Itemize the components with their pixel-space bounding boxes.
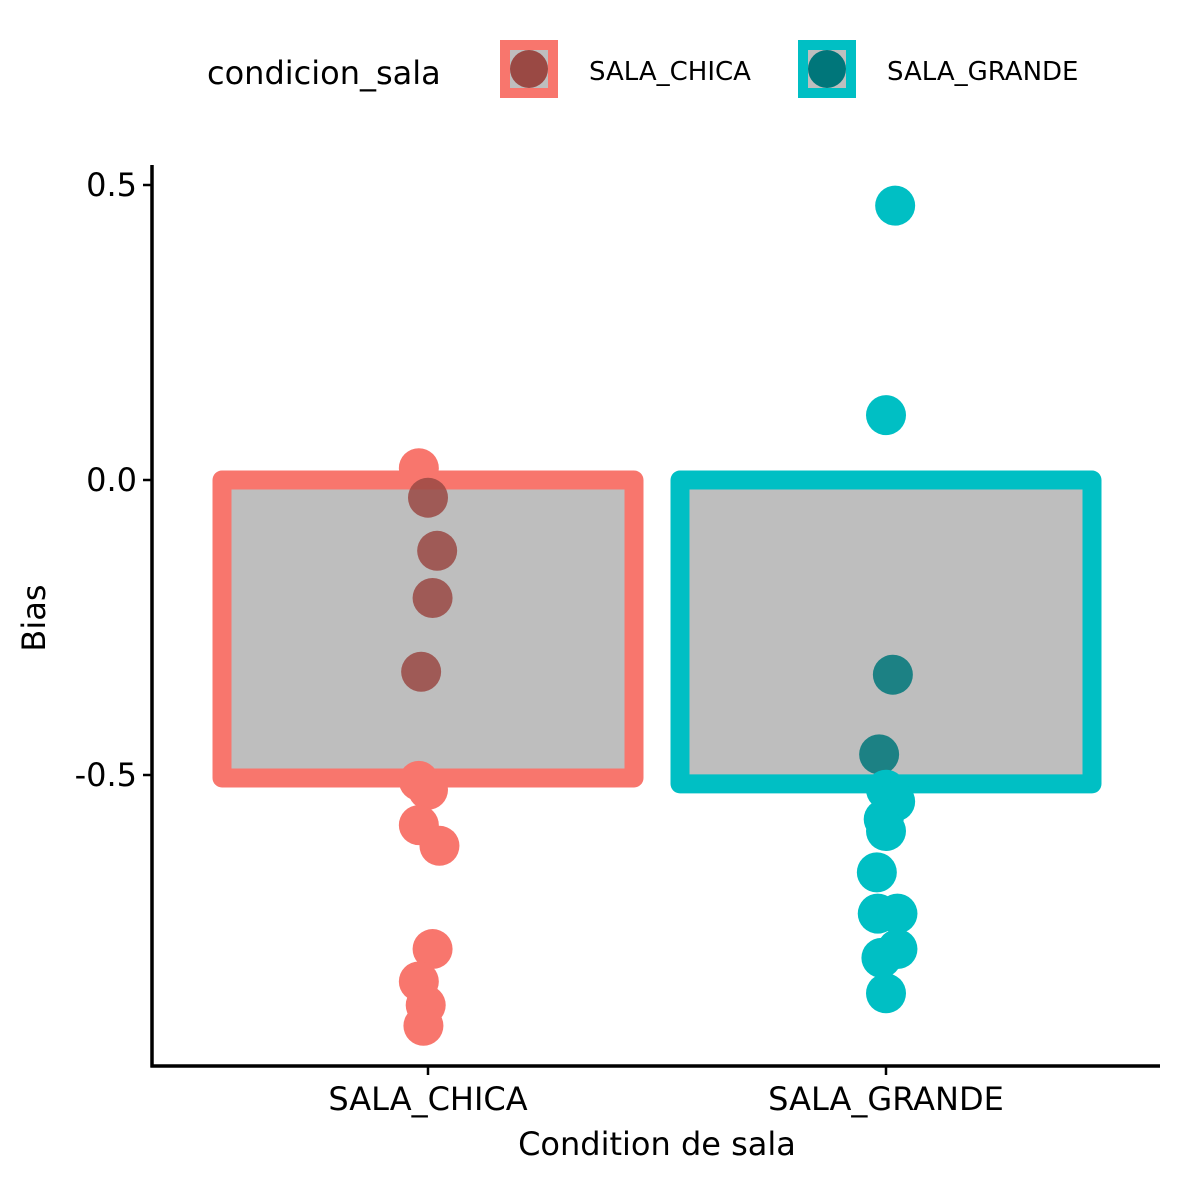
data-point [412,578,453,618]
y-tick-label: 0.5 [86,166,137,204]
data-point [866,973,906,1014]
data-point [866,811,906,852]
data-point [403,1005,444,1046]
legend-label-sala-chica: SALA_CHICA [589,57,751,87]
points-layer [398,185,918,1046]
data-point [875,185,916,226]
data-point [412,929,453,970]
data-point [861,937,902,978]
data-point [872,654,913,695]
legend-dot-sala-chica [510,50,548,88]
x-axis-label: Condition de sala [518,1125,796,1163]
x-tick-label: SALA_GRANDE [768,1080,1004,1118]
data-point [859,734,900,775]
legend-label-sala-grande: SALA_GRANDE [887,57,1079,87]
x-tick-label: SALA_CHICA [328,1080,527,1118]
bar-sala-grande [670,470,1102,794]
legend-title: condicion_sala [207,54,441,92]
data-point [856,852,897,893]
bar-sala-chica [212,470,644,788]
legend: condicion_sala SALA_CHICA SALA_GRANDE [0,36,1181,108]
data-point [408,477,448,518]
legend-key-sala-chica [500,40,558,98]
legend-dot-sala-grande [808,50,846,88]
bars-layer [212,470,1102,794]
data-point [408,769,448,810]
axes-layer: 0.5 0.0 -0.5 SALA_CHICA SALA_GRANDE [75,165,1160,1118]
data-point [419,825,460,866]
y-axis-label: Bias [15,584,53,651]
data-point [866,395,906,436]
data-point [877,893,918,934]
data-point [417,530,458,571]
legend-key-sala-grande [798,40,856,98]
y-tick-label: -0.5 [75,756,137,794]
data-point [401,651,442,692]
y-tick-label: 0.0 [86,461,137,499]
